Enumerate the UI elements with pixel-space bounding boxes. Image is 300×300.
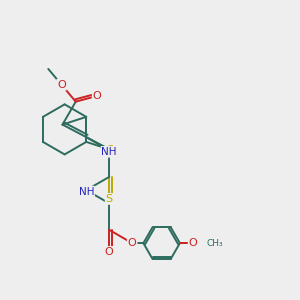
Text: S: S: [106, 194, 113, 204]
Text: O: O: [57, 80, 66, 90]
Text: O: O: [105, 247, 114, 257]
Text: O: O: [93, 91, 101, 101]
Text: S: S: [106, 145, 114, 154]
Text: NH: NH: [101, 147, 117, 157]
Text: CH₃: CH₃: [206, 238, 223, 247]
Text: O: O: [189, 238, 197, 248]
Text: O: O: [128, 238, 136, 248]
Text: NH: NH: [79, 187, 94, 196]
